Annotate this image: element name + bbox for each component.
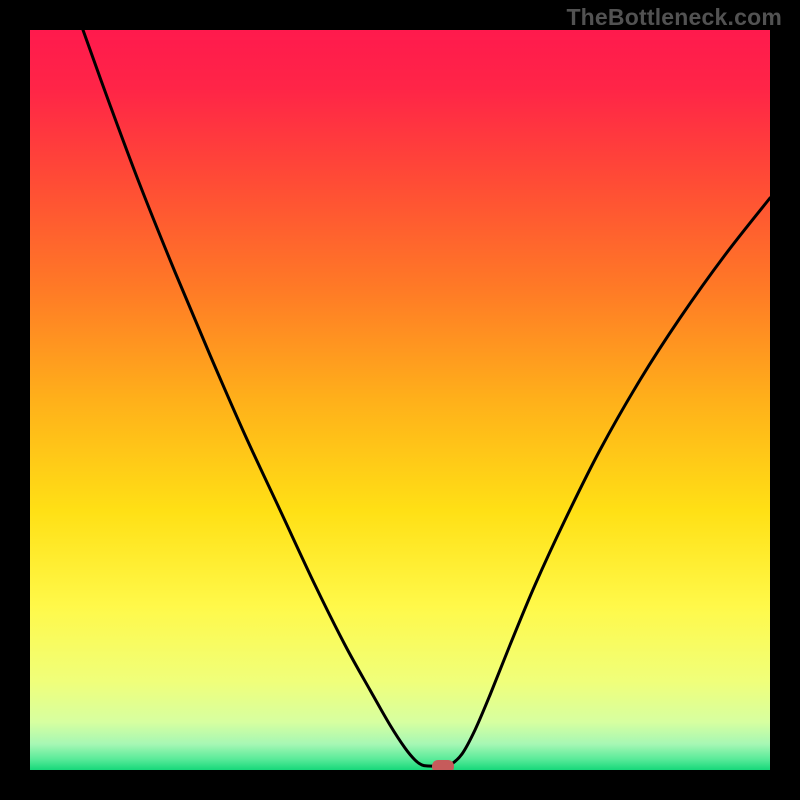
chart-svg	[30, 30, 770, 770]
chart-frame: TheBottleneck.com	[0, 0, 800, 800]
watermark-label: TheBottleneck.com	[566, 4, 782, 31]
optimal-marker	[432, 760, 454, 770]
bottleneck-chart	[30, 30, 770, 770]
chart-background	[30, 30, 770, 770]
